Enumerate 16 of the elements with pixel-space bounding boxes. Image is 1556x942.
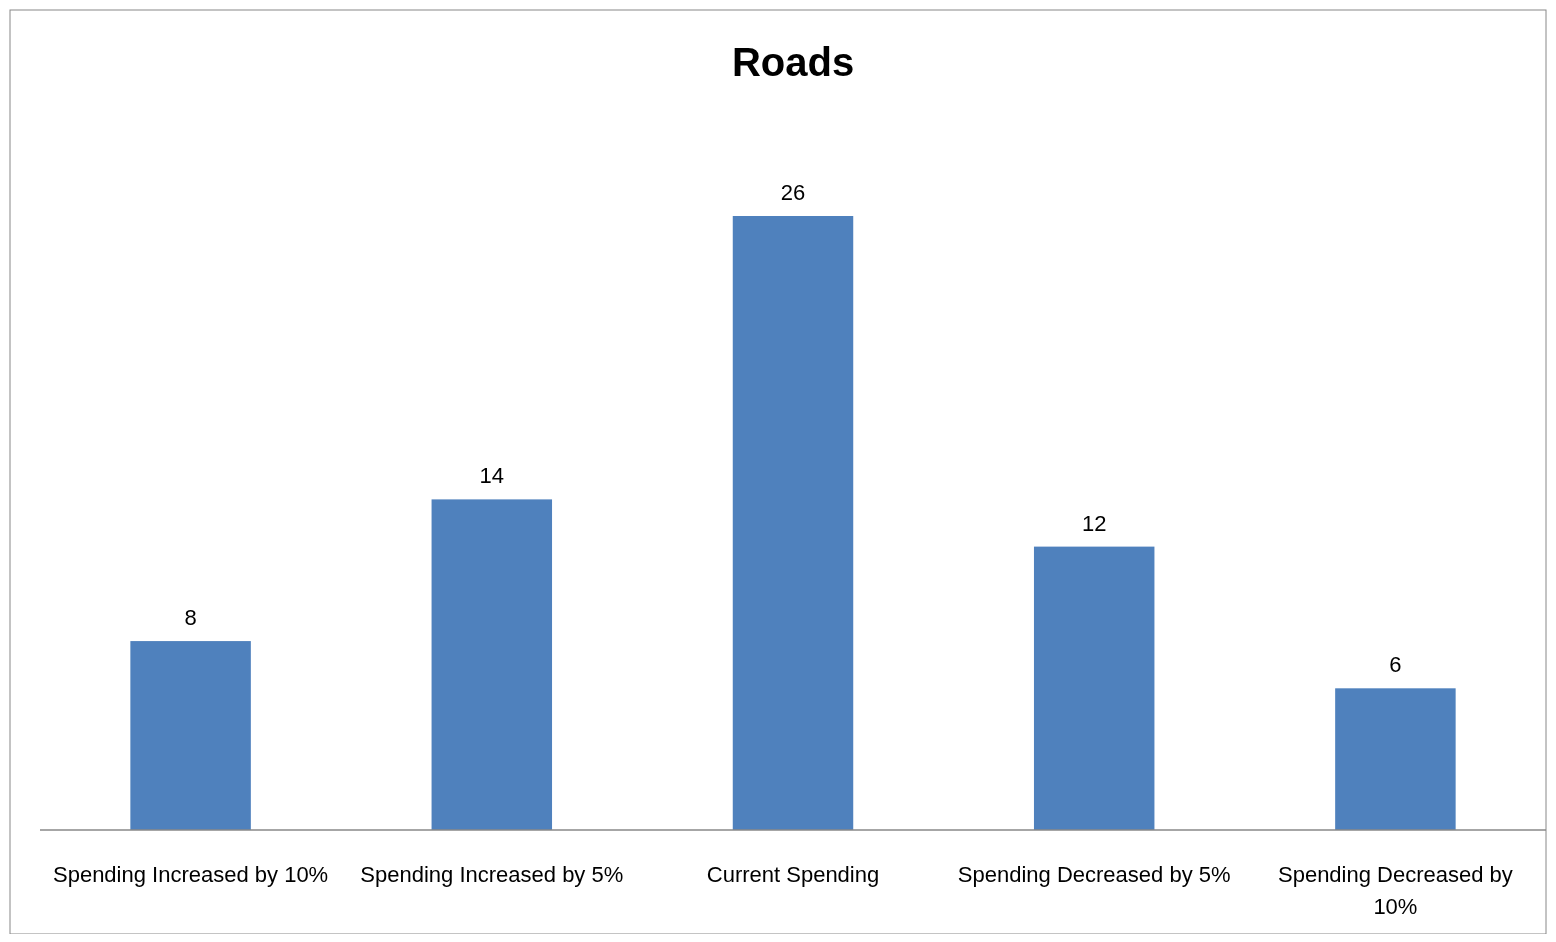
bar	[1335, 688, 1456, 830]
bar	[1033, 546, 1155, 830]
data-label: 14	[479, 463, 505, 489]
x-tick-label: Spending Decreased by 10%	[1277, 862, 1513, 919]
data-label: 26	[780, 180, 806, 205]
chart-title: Roads	[731, 40, 855, 84]
data-label: 6	[1389, 652, 1402, 678]
x-tick-label: Spending Increased by 10%	[53, 862, 329, 887]
data-label: 12	[1081, 510, 1107, 536]
x-tick-label: Spending Increased by 5%	[360, 862, 624, 887]
bar	[130, 641, 251, 830]
x-tick-label: Current Spending	[706, 862, 880, 887]
bar	[732, 216, 854, 830]
bar	[431, 499, 553, 830]
x-tick-label: Spending Decreased by 5%	[957, 862, 1231, 887]
data-label: 8	[184, 605, 197, 631]
